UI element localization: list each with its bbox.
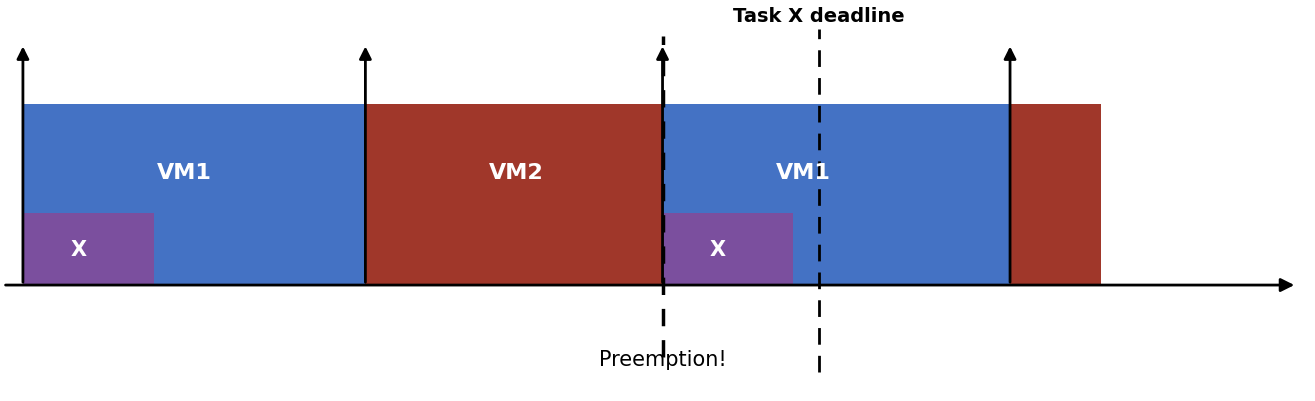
Text: Preemption!: Preemption! [598, 349, 726, 369]
Bar [663, 214, 793, 286]
Bar [22, 214, 154, 286]
Text: X: X [710, 239, 726, 259]
Text: X: X [70, 239, 87, 259]
Text: VM2: VM2 [489, 162, 544, 182]
Bar [22, 105, 366, 286]
Bar [1010, 105, 1101, 286]
Text: VM1: VM1 [156, 162, 212, 182]
Bar [663, 105, 1010, 286]
Text: VM1: VM1 [776, 162, 831, 182]
Bar [366, 105, 663, 286]
Text: Task X deadline: Task X deadline [732, 7, 905, 26]
